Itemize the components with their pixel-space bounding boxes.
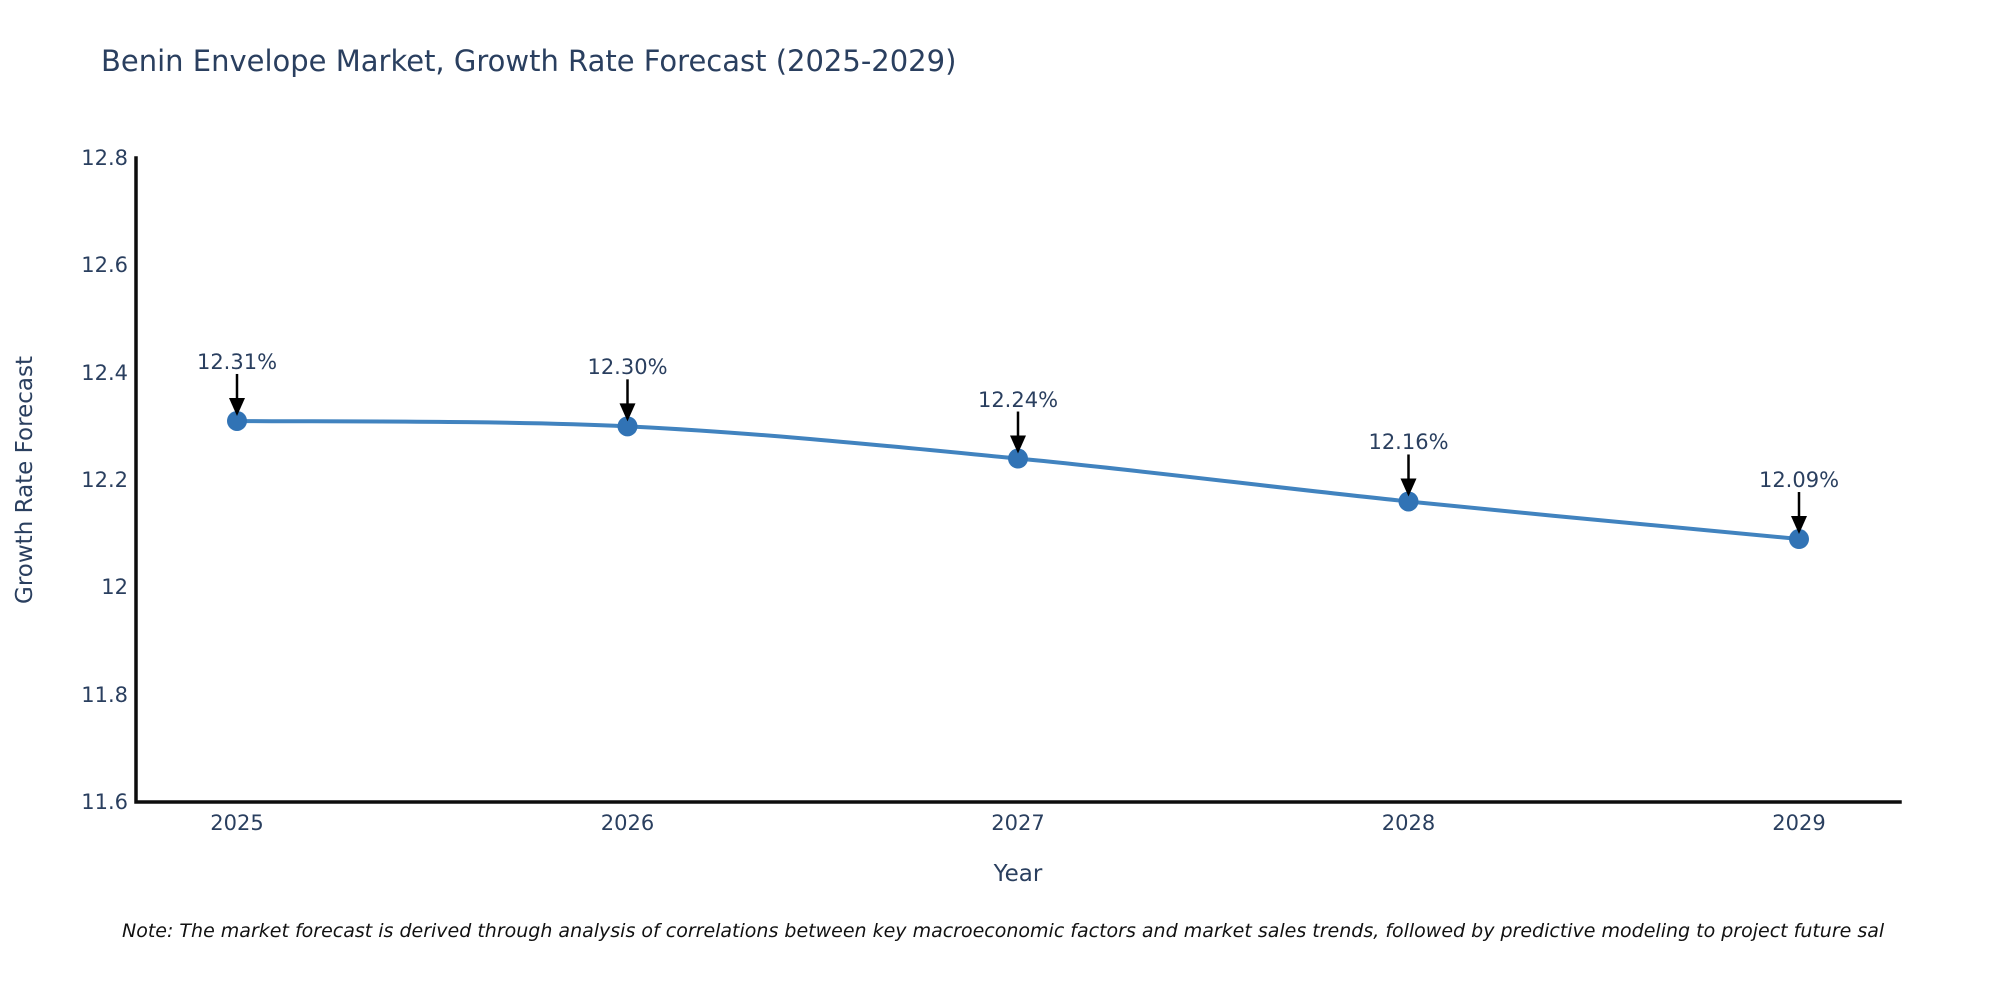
y-tick-label: 12.2 <box>81 468 128 492</box>
annotation-arrow-head <box>619 403 636 422</box>
data-point-label: 12.31% <box>196 349 278 374</box>
y-tick-label: 11.8 <box>81 682 128 707</box>
footnote: Note: The market forecast is derived thr… <box>122 920 1885 942</box>
y-tick-label: 12 <box>101 575 128 600</box>
y-tick-label: 12.6 <box>81 253 128 278</box>
annotation-arrow-head <box>1010 435 1026 454</box>
data-point-marker <box>1398 491 1419 512</box>
data-point-marker <box>1008 448 1028 469</box>
data-point-label: 12.24% <box>977 387 1059 412</box>
x-axis-title: Year <box>993 861 1043 887</box>
y-tick-label: 12.4 <box>81 360 128 385</box>
data-point-label: 12.16% <box>1368 430 1449 455</box>
x-tick-label: 2026 <box>600 811 655 835</box>
data-point-marker <box>227 410 247 431</box>
x-tick-label: 2028 <box>1381 811 1436 835</box>
x-tick-label: 2027 <box>991 811 1045 835</box>
data-point-label: 12.09% <box>1758 468 1840 493</box>
y-tick-label: 12.8 <box>81 146 128 170</box>
y-tick-label: 11.6 <box>81 790 128 814</box>
annotation-arrow-head <box>1400 478 1417 497</box>
data-point-label: 12.30% <box>587 355 668 380</box>
data-point-marker <box>1789 529 1809 550</box>
x-tick-label: 2025 <box>210 811 264 835</box>
annotation-arrow-head <box>229 397 245 416</box>
annotation-arrow-head <box>1791 516 1807 535</box>
data-point-marker <box>617 416 638 437</box>
x-tick-label: 2029 <box>1772 811 1826 835</box>
axis-spine <box>134 156 1902 804</box>
chart-title: Benin Envelope Market, Growth Rate Forec… <box>101 44 957 78</box>
